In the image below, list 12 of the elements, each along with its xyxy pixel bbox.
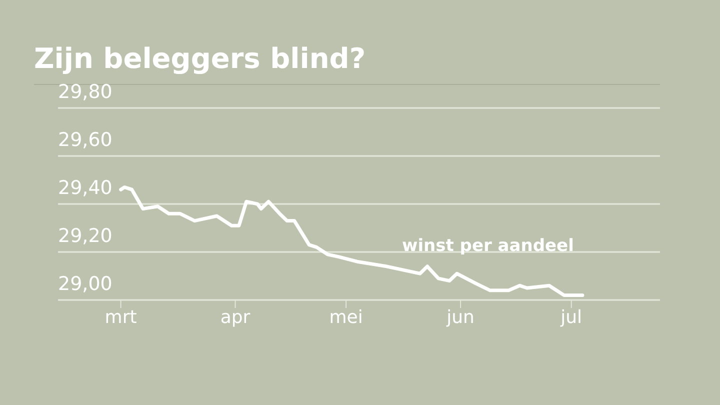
y-tick-label: 29,80 — [58, 81, 112, 103]
x-tick-label: jun — [446, 306, 474, 328]
y-tick-label: 29,00 — [58, 273, 112, 295]
x-tick-label: jul — [560, 306, 582, 328]
annotation: winst per aandeel — [402, 236, 574, 256]
x-tick-label: mrt — [104, 306, 137, 328]
y-tick-label: 29,40 — [58, 177, 112, 199]
y-tick-label: 29,20 — [58, 225, 112, 247]
x-tick-label: mei — [329, 306, 363, 328]
chart-title: Zijn beleggers blind? — [34, 42, 366, 75]
x-tick-label: apr — [220, 306, 251, 328]
y-tick-label: 29,60 — [58, 129, 112, 151]
